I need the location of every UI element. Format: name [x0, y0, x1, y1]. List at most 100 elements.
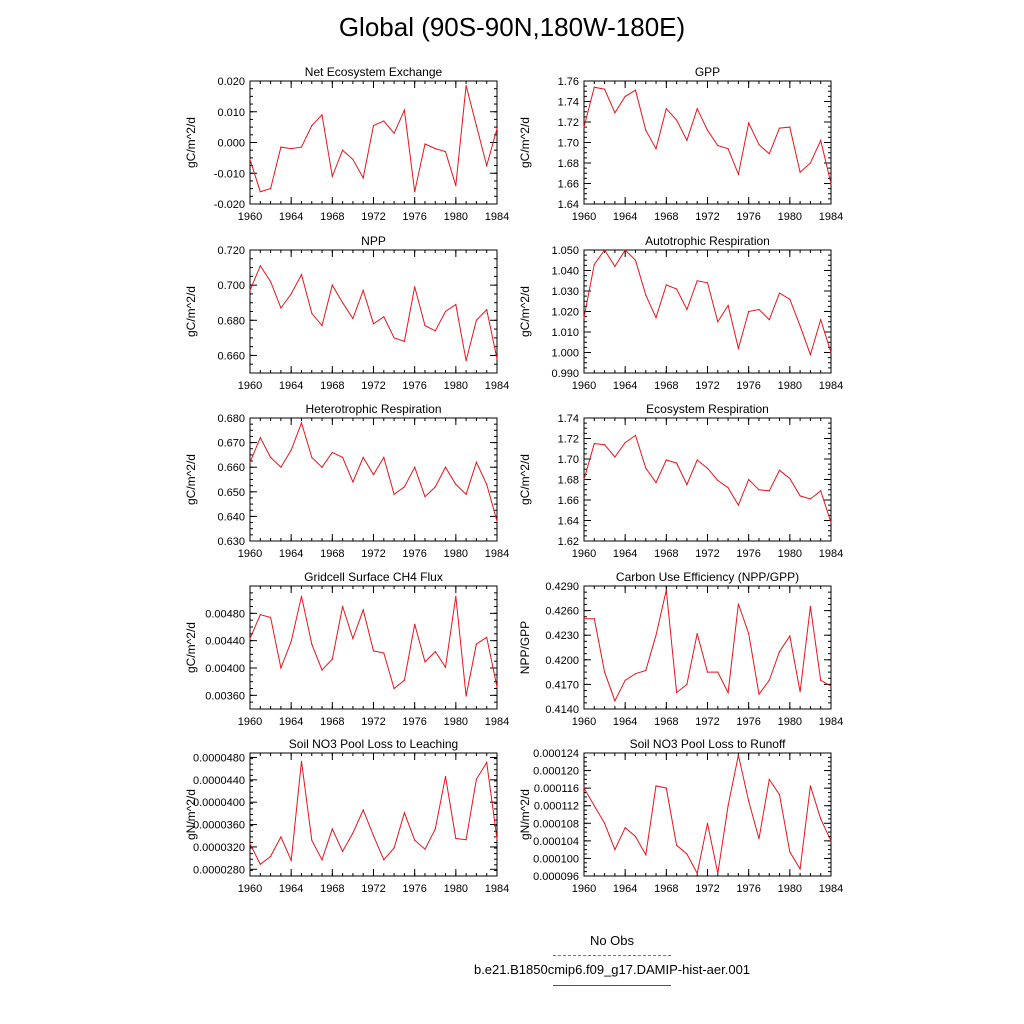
data-point — [270, 281, 272, 283]
data-point — [768, 778, 770, 781]
x-tick-label: 1976 — [402, 883, 426, 895]
data-point — [614, 849, 616, 851]
data-point — [362, 456, 364, 458]
data-point — [665, 589, 667, 591]
y-tick-label: 0.990 — [551, 368, 579, 380]
data-point — [655, 317, 657, 319]
data-point — [372, 323, 375, 325]
x-tick-label: 1976 — [402, 548, 426, 560]
data-point — [311, 456, 313, 458]
y-tick-label: 1.000 — [551, 348, 579, 360]
data-point — [290, 449, 292, 451]
plot-frame — [249, 417, 498, 542]
x-tick-label: 1972 — [695, 380, 719, 392]
data-point — [444, 151, 447, 153]
data-point — [624, 827, 626, 829]
y-tick-label: 1.030 — [551, 286, 579, 298]
series-line — [583, 249, 832, 357]
data-point — [311, 839, 313, 841]
data-point — [758, 489, 760, 491]
data-point — [706, 822, 709, 824]
data-point — [403, 109, 405, 111]
y-tick-label: 0.4140 — [545, 704, 579, 716]
y-axis-label: gC/m^2/d — [518, 454, 532, 505]
y-tick-label: 0.4200 — [545, 655, 579, 667]
data-point — [665, 459, 667, 461]
x-tick-label: 1968 — [654, 380, 678, 392]
data-point — [486, 483, 488, 485]
data-point — [414, 623, 416, 625]
x-tick-label: 1972 — [361, 716, 385, 728]
y-tick-label: 1.70 — [558, 454, 579, 466]
data-point — [820, 139, 822, 141]
series-line — [584, 589, 832, 703]
x-tick-label: 1984 — [819, 883, 843, 895]
data-point — [789, 477, 791, 480]
data-point — [249, 158, 251, 160]
data-point — [737, 603, 740, 605]
data-point — [655, 148, 657, 150]
data-point — [455, 837, 457, 840]
data-point — [414, 466, 416, 468]
data-point — [321, 325, 323, 327]
data-point — [645, 854, 647, 856]
data-point — [475, 643, 477, 645]
panel-title: Soil NO3 Pool Loss to Leaching — [289, 737, 458, 751]
x-tick-label: 1984 — [485, 716, 509, 728]
x-tick-label: 1980 — [778, 883, 802, 895]
y-tick-label: 0.000120 — [533, 766, 579, 778]
plot-frame — [249, 585, 498, 710]
data-point — [300, 422, 303, 424]
y-tick-label: 1.70 — [558, 138, 579, 150]
data-point — [259, 863, 261, 865]
x-tick-label: 1972 — [361, 380, 385, 392]
x-tick-label: 1976 — [736, 883, 760, 895]
data-point — [604, 88, 606, 90]
data-point — [290, 148, 292, 150]
panel-title: NPP — [361, 234, 386, 248]
data-point — [465, 360, 467, 362]
chart-panel-3: NPP gC/m^2/d 1960 1964 1968 1972 1976 1980 1984 0… — [184, 234, 509, 392]
data-point — [778, 794, 781, 796]
series-line — [249, 264, 498, 361]
series-line — [583, 434, 832, 523]
data-point — [583, 317, 585, 319]
data-point — [259, 437, 261, 439]
x-tick-label: 1984 — [485, 380, 509, 392]
panel-title: GPP — [695, 65, 720, 79]
data-point — [717, 872, 719, 875]
data-point — [331, 175, 333, 177]
data-point — [645, 467, 647, 469]
data-point — [624, 442, 626, 444]
data-point — [706, 129, 709, 131]
y-tick-label: 0.020 — [217, 76, 245, 88]
data-point — [444, 775, 447, 778]
data-point — [820, 319, 822, 321]
data-point — [475, 778, 477, 780]
x-tick-label: 1960 — [238, 883, 262, 895]
x-tick-label: 1972 — [695, 548, 719, 560]
x-tick-label: 1960 — [238, 211, 262, 223]
plot-frame — [583, 80, 832, 205]
x-tick-label: 1972 — [695, 211, 719, 223]
data-point — [686, 683, 688, 686]
data-point — [403, 486, 405, 488]
panel-title: Carbon Use Efficiency (NPP/GPP) — [616, 570, 799, 584]
data-point — [634, 259, 637, 261]
y-tick-label: 0.00400 — [205, 663, 245, 675]
data-point — [768, 490, 770, 492]
data-point — [727, 304, 729, 306]
data-point — [383, 859, 385, 861]
x-tick-label: 1960 — [238, 548, 262, 560]
data-point — [727, 487, 729, 489]
y-axis-label: gC/m^2/d — [184, 117, 198, 168]
x-tick-label: 1976 — [736, 716, 760, 728]
data-point — [496, 358, 498, 360]
data-point — [809, 605, 812, 608]
y-tick-label: 0.010 — [217, 107, 245, 119]
y-tick-label: 0.000116 — [534, 783, 579, 795]
data-point — [393, 337, 395, 339]
chart-panel-2: GPP gC/m^2/d 1960 1964 1968 1972 1976 1980 1984 1… — [518, 65, 843, 223]
data-point — [748, 122, 750, 124]
data-point — [280, 836, 282, 838]
